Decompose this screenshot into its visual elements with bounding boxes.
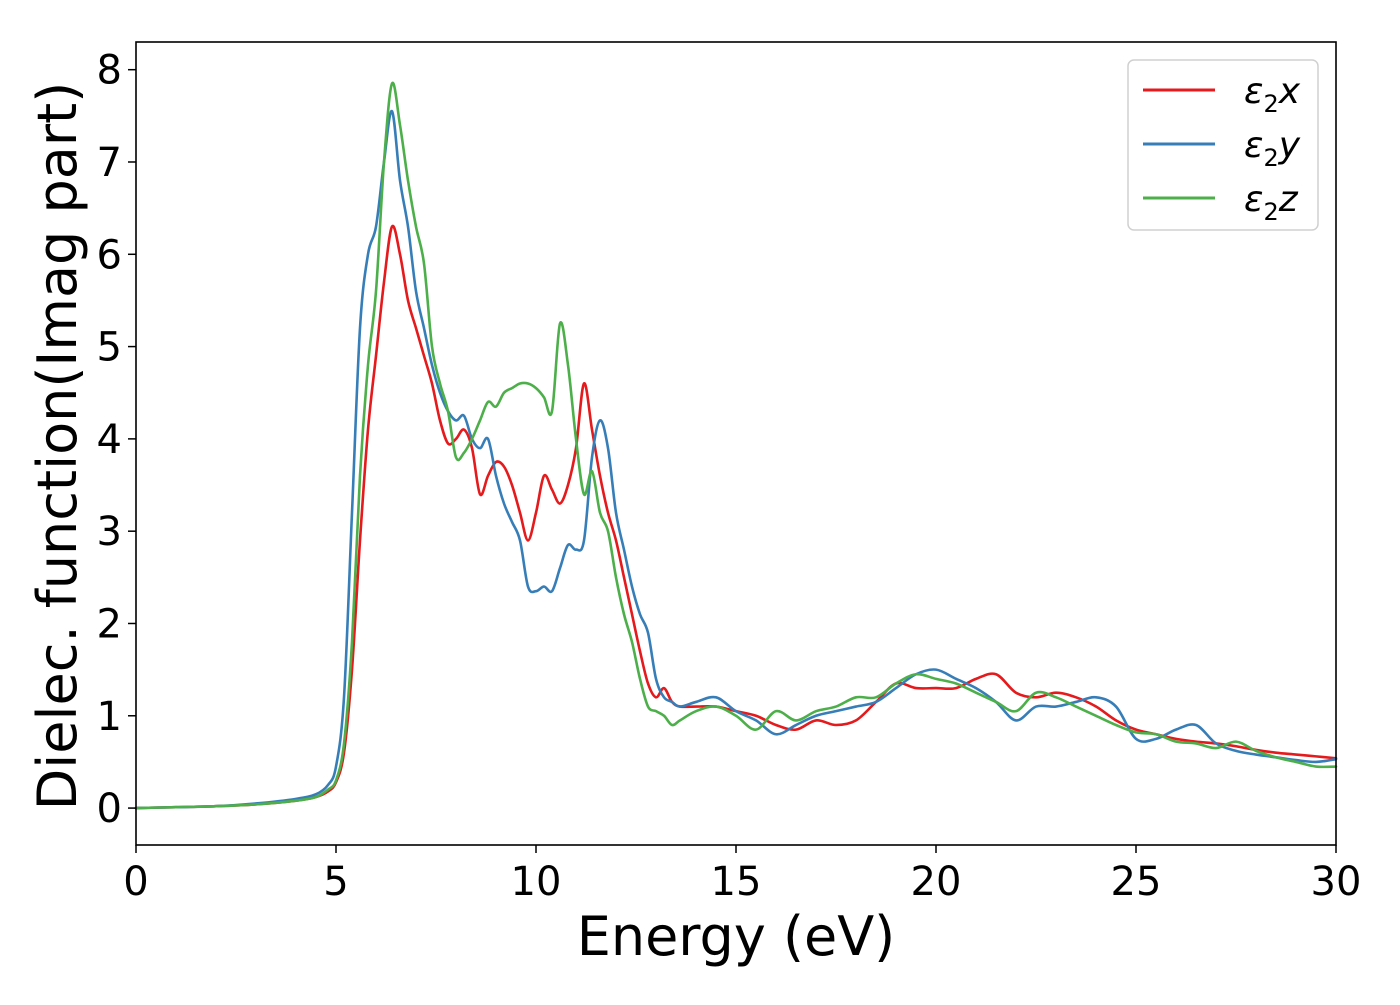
x-tick-label: 30 xyxy=(1311,859,1362,905)
x-tick-label: 0 xyxy=(123,859,148,905)
x-tick-label: 20 xyxy=(911,859,962,905)
y-tick-label: 5 xyxy=(97,325,122,371)
y-axis: 0 1 2 3 4 5 6 7 8 xyxy=(97,48,136,832)
x-tick-label: 5 xyxy=(323,859,348,905)
legend: ε2x ε2y ε2z xyxy=(1127,59,1319,231)
y-tick-label: 6 xyxy=(97,232,122,278)
legend-label-y: ε2y xyxy=(1244,125,1301,172)
series-line-x xyxy=(134,224,1338,810)
legend-label-x: ε2x xyxy=(1244,71,1301,118)
legend-label-z: ε2z xyxy=(1244,179,1299,226)
x-axis: 0 5 10 15 20 25 30 xyxy=(123,845,1361,905)
y-tick-label: 8 xyxy=(97,48,122,94)
y-axis-title: Dielec. function(Imag part) xyxy=(26,82,89,811)
y-tick-label: 7 xyxy=(97,140,122,186)
y-tick-label: 0 xyxy=(97,786,122,832)
legend-box xyxy=(1127,59,1319,231)
x-tick-label: 15 xyxy=(711,859,762,905)
y-tick-label: 4 xyxy=(97,417,122,463)
y-tick-label: 1 xyxy=(97,694,122,740)
x-axis-title: Energy (eV) xyxy=(577,905,896,968)
x-tick-label: 25 xyxy=(1111,859,1162,905)
series-line-z xyxy=(134,81,1338,810)
series-layer xyxy=(134,81,1338,810)
x-tick-label: 10 xyxy=(511,859,562,905)
y-tick-label: 2 xyxy=(97,601,122,647)
y-tick-label: 3 xyxy=(97,509,122,555)
